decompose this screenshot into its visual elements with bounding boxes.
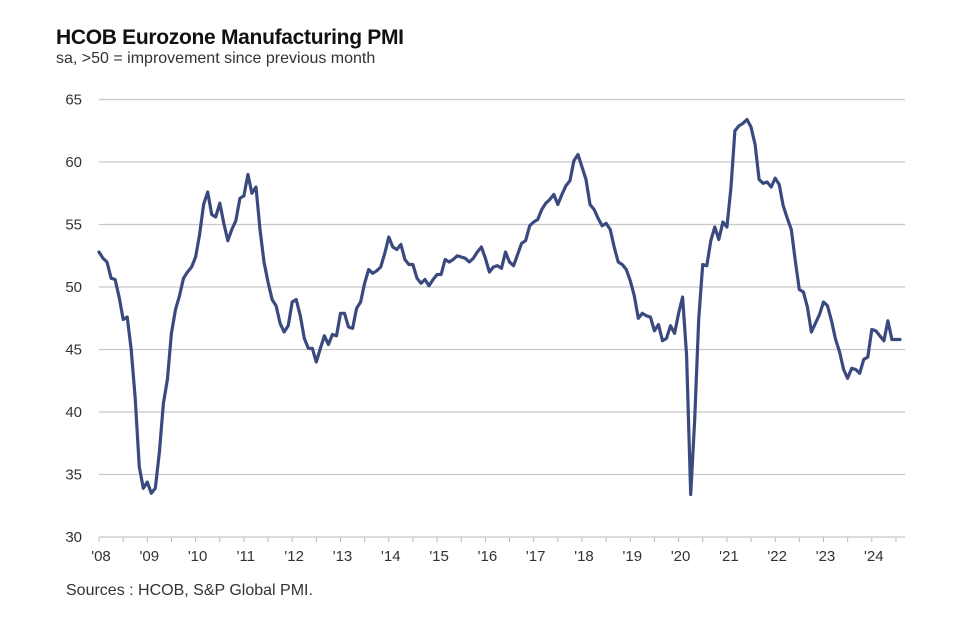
x-tick-label: '20 bbox=[671, 548, 691, 565]
pmi-series-line bbox=[97, 117, 902, 497]
x-tick-label: '10 bbox=[188, 548, 208, 565]
x-tick-label: '23 bbox=[816, 548, 836, 565]
x-tick-label: '19 bbox=[623, 548, 643, 565]
y-tick-label: 45 bbox=[65, 342, 82, 359]
x-tick-label: '08 bbox=[91, 548, 111, 565]
x-tick-label: '14 bbox=[381, 548, 401, 565]
y-tick-label: 65 bbox=[65, 92, 82, 109]
y-tick-label: 60 bbox=[65, 154, 82, 171]
x-tick-label: '24 bbox=[864, 548, 884, 565]
x-tick-label: '13 bbox=[333, 548, 353, 565]
y-tick-label: 55 bbox=[65, 217, 82, 234]
x-tick-label: '11 bbox=[237, 548, 255, 565]
y-tick-label: 50 bbox=[65, 279, 82, 296]
x-tick-label: '15 bbox=[429, 548, 449, 565]
chart-title: HCOB Eurozone Manufacturing PMI bbox=[56, 26, 404, 49]
x-tick-label: '18 bbox=[574, 548, 594, 565]
x-tick-label: '09 bbox=[140, 548, 160, 565]
x-tick-label: '22 bbox=[767, 548, 787, 565]
source-note: Sources : HCOB, S&P Global PMI. bbox=[66, 582, 313, 599]
y-tick-label: 30 bbox=[65, 529, 82, 546]
y-tick-label: 35 bbox=[65, 467, 82, 484]
x-tick-label: '21 bbox=[719, 548, 739, 565]
y-tick-label: 40 bbox=[65, 404, 82, 421]
x-tick-label: '16 bbox=[478, 548, 498, 565]
x-tick-label: '17 bbox=[526, 548, 546, 565]
x-tick-label: '12 bbox=[284, 548, 304, 565]
chart-subtitle: sa, >50 = improvement since previous mon… bbox=[56, 50, 376, 67]
